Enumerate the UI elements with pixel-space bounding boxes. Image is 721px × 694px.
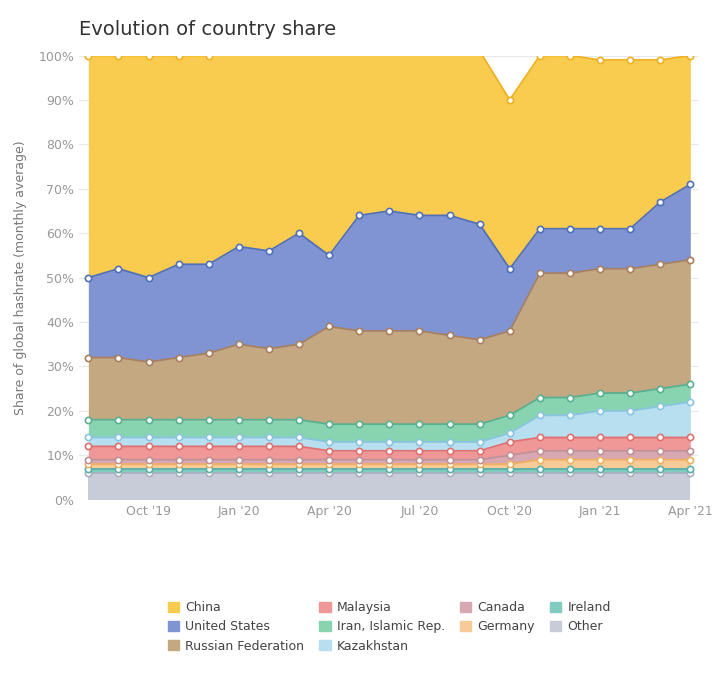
Legend: China, United States, Russian Federation, Malaysia, Iran, Islamic Rep., Kazakhst: China, United States, Russian Federation… [162, 595, 617, 659]
Y-axis label: Share of global hashrate (monthly average): Share of global hashrate (monthly averag… [14, 140, 27, 415]
Text: Evolution of country share: Evolution of country share [79, 19, 337, 39]
